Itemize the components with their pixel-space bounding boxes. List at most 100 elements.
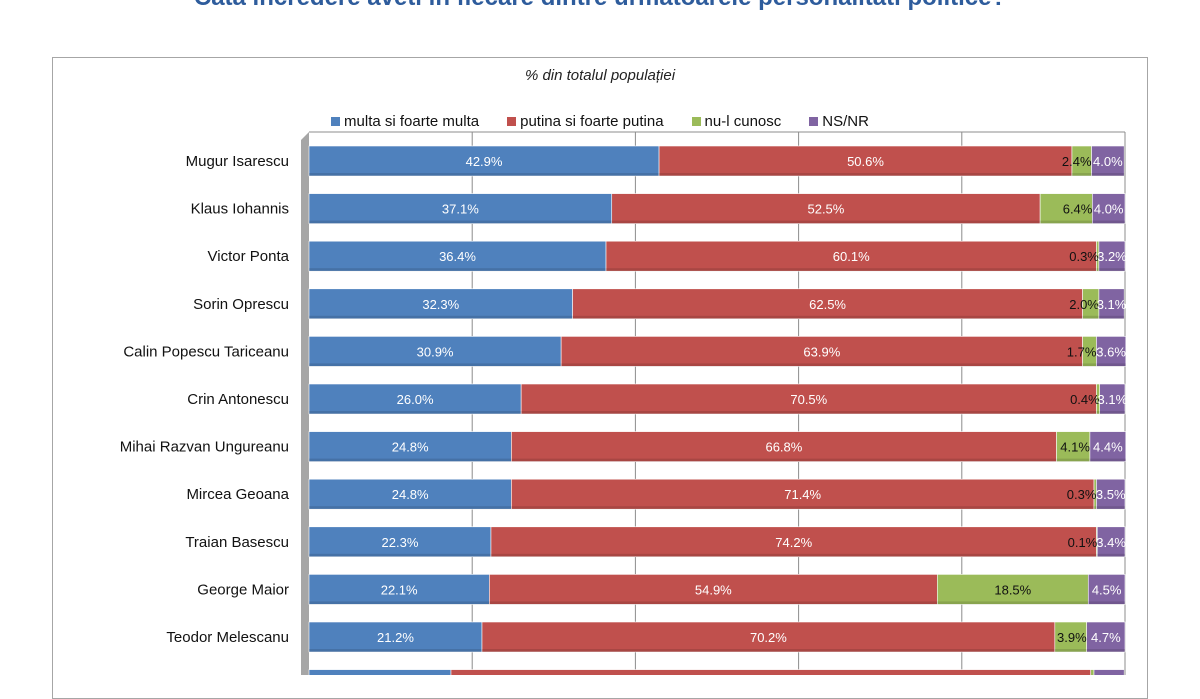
bar-segment-shade	[1098, 268, 1125, 272]
bar-segment-shade	[511, 458, 1057, 462]
legend-label: nu-l cunosc	[704, 113, 782, 130]
bar-segment-shade	[521, 411, 1097, 414]
bar-segment	[308, 431, 512, 462]
bar-segment-shade	[309, 220, 612, 224]
data-label: 4.0%	[1093, 154, 1123, 169]
bar-segment	[1092, 193, 1126, 224]
bar-segment-shade	[309, 363, 562, 367]
bar-chart: Mugur Isarescu Klaus Iohannis Victor Ponta…	[120, 131, 1128, 675]
bar-segment-shade	[1088, 601, 1125, 605]
data-label: 2.4%	[1062, 154, 1092, 169]
category-label: George Maior	[197, 581, 289, 598]
bar-segment	[611, 193, 1041, 224]
bar-segment	[1099, 383, 1126, 415]
bar-segment	[658, 145, 1073, 177]
category-label: Traian Basescu	[185, 534, 289, 551]
data-label: 74.2%	[775, 535, 812, 550]
bar-segment-shade	[1097, 553, 1125, 557]
data-label: 52.5%	[807, 202, 844, 217]
data-label: 60.1%	[833, 249, 870, 264]
data-label: 4.1%	[1060, 440, 1090, 455]
bar-segment	[1096, 526, 1126, 558]
bar-segment-shade	[1071, 173, 1092, 176]
category-label: Mircea Geoana	[186, 486, 289, 503]
bar-segment	[1090, 669, 1095, 675]
data-label: 62.5%	[809, 297, 846, 312]
data-label: 3.1%	[1097, 297, 1127, 312]
page-title: Cata incredere aveti in fiecare dintre u…	[0, 0, 1200, 12]
bar-segment-shade	[1056, 458, 1090, 462]
bar-segment-shade	[606, 268, 1097, 272]
bar-segment	[308, 383, 522, 415]
legend-swatch-icon	[331, 117, 341, 126]
data-label: 0.4%	[1070, 392, 1100, 407]
legend-label: multa si foarte multa	[344, 113, 480, 130]
data-label: 70.2%	[750, 630, 787, 645]
bar-segment	[1056, 431, 1091, 462]
bar-segment	[937, 574, 1089, 605]
data-label: 63.9%	[803, 344, 840, 359]
data-label: 3.2%	[1097, 249, 1127, 264]
category-label: Teodor Melescanu	[166, 629, 289, 646]
legend-label: NS/NR	[822, 113, 869, 130]
bar-segment-shade	[1082, 363, 1097, 367]
bar-segment-shade	[309, 173, 660, 176]
data-label: 4.7%	[1091, 630, 1121, 645]
bar-segment-shade	[1098, 315, 1125, 319]
legend-item: multa si foarte multa	[331, 113, 479, 130]
bar-segment-shade	[309, 649, 482, 652]
data-label: 36.4%	[439, 249, 476, 264]
bar-segment	[308, 288, 573, 320]
bar-segment-shade	[1054, 649, 1087, 652]
category-label: Mugur Isarescu	[186, 153, 289, 170]
category-label: Victor Ponta	[208, 248, 290, 265]
data-label: 54.9%	[695, 582, 732, 597]
bar-segment-shade	[572, 315, 1083, 319]
bar-segment-shade	[1099, 411, 1125, 414]
data-label: 3.4%	[1096, 535, 1126, 550]
category-label: Klaus Iohannis	[191, 201, 289, 218]
data-label: 66.8%	[765, 440, 802, 455]
bar-segment	[308, 336, 562, 367]
bar-segment	[489, 574, 938, 605]
bar-segment-shade	[1096, 411, 1100, 414]
bar-segment	[308, 145, 660, 177]
data-label: 24.8%	[392, 440, 429, 455]
data-label: 71.4%	[784, 487, 821, 502]
bar-segment-shade	[1040, 220, 1093, 224]
bar-segment	[308, 526, 492, 558]
bar-segment-shade	[309, 411, 522, 414]
bar-segment-shade	[1096, 553, 1098, 557]
data-label: 21.2%	[377, 630, 414, 645]
bar-segment-shade	[1082, 315, 1099, 319]
chart-legend: multa si foarte multa putina si foarte p…	[0, 113, 1200, 130]
bar-segment	[511, 478, 1095, 510]
legend-swatch-icon	[507, 117, 517, 126]
bar-segment	[1098, 288, 1125, 320]
data-label: 70.5%	[790, 392, 827, 407]
bar-segment-shade	[1092, 220, 1125, 224]
bar-segment	[1093, 669, 1125, 675]
data-label: 18.5%	[994, 582, 1031, 597]
bar-segment-shade	[561, 363, 1083, 367]
bar-segment-shade	[1086, 649, 1125, 652]
category-label: Calin Popescu Tariceanu	[123, 343, 289, 360]
data-label: 4.4%	[1093, 440, 1123, 455]
bar-segment-shade	[309, 553, 491, 557]
data-label: 42.9%	[466, 154, 503, 169]
bar-segment-shade	[1096, 363, 1126, 367]
bar-segment-shade	[309, 315, 573, 319]
bar-segment	[308, 193, 613, 224]
bar-segment-shade	[489, 601, 938, 605]
data-label: 22.1%	[381, 582, 418, 597]
bar-segment	[511, 431, 1057, 462]
bar-segment	[1091, 145, 1125, 177]
category-label: Sorin Oprescu	[193, 296, 289, 313]
bar-segment-shade	[1089, 458, 1126, 462]
plot-side-wall	[301, 132, 309, 675]
data-label: 30.9%	[417, 344, 454, 359]
data-label: 0.3%	[1069, 249, 1099, 264]
bar-segment-shade	[659, 173, 1072, 176]
bar-segment	[490, 526, 1097, 558]
bar-segment	[1087, 574, 1126, 605]
